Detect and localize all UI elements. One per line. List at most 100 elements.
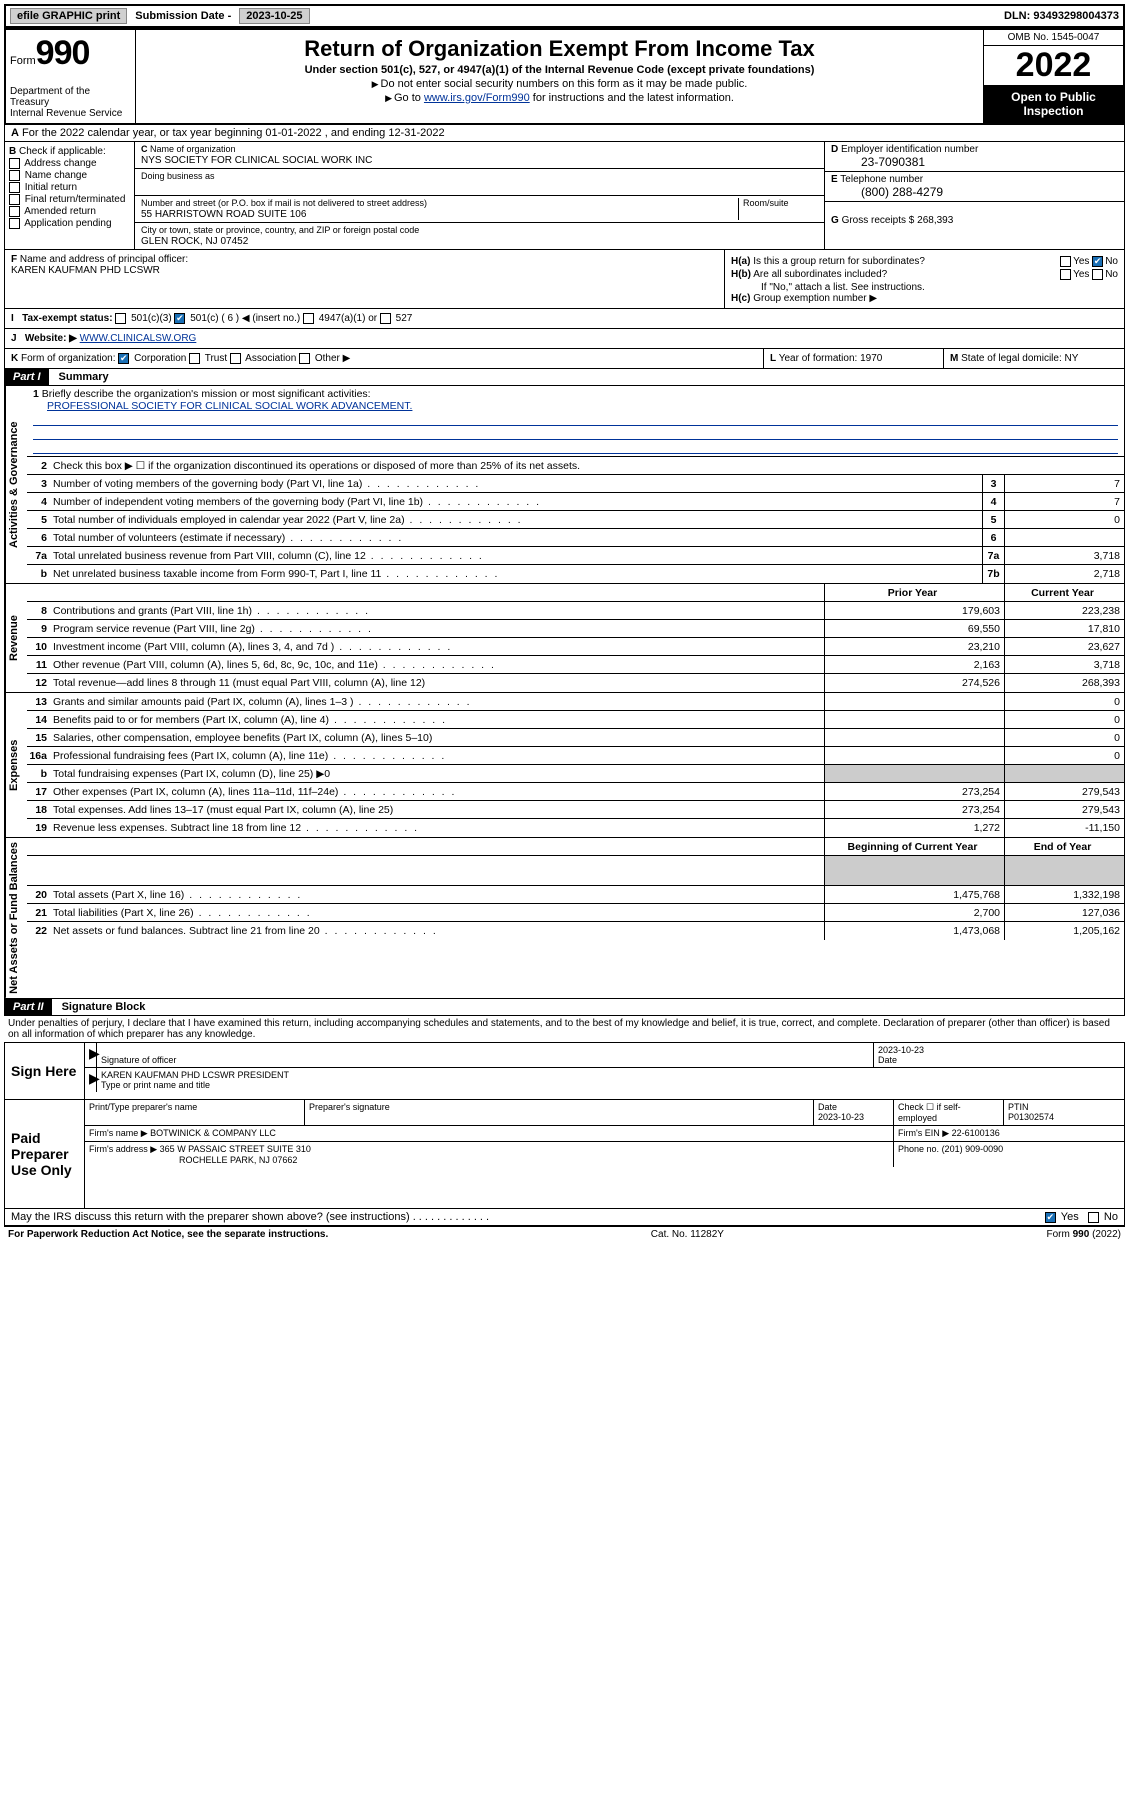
l11-curr: 3,718 <box>1004 656 1124 673</box>
org-city: GLEN ROCK, NJ 07452 <box>141 236 248 247</box>
org-street: 55 HARRISTOWN ROAD SUITE 106 <box>141 209 306 220</box>
vtab-governance: Activities & Governance <box>5 386 27 583</box>
org-name: NYS SOCIETY FOR CLINICAL SOCIAL WORK INC <box>141 155 372 166</box>
tax-year: 2022 <box>984 46 1123 86</box>
section-bc: B Check if applicable: Address change Na… <box>4 142 1125 250</box>
l13-prior <box>824 693 1004 710</box>
subdate-button[interactable]: 2023-10-25 <box>239 8 309 24</box>
part1-header: Part I Summary <box>4 369 1125 386</box>
chk-name[interactable]: Name change <box>9 170 130 181</box>
chk-initial[interactable]: Initial return <box>9 182 130 193</box>
irs-link[interactable]: www.irs.gov/Form990 <box>424 92 530 104</box>
l20-beg: 1,475,768 <box>824 886 1004 903</box>
section-fh: F Name and address of principal officer:… <box>4 250 1125 309</box>
chk-final[interactable]: Final return/terminated <box>9 194 130 205</box>
l13-curr: 0 <box>1004 693 1124 710</box>
firm-ein: 22-6100136 <box>952 1128 1000 1138</box>
open-inspection: Open to Public Inspection <box>984 86 1123 123</box>
prep-date: 2023-10-23 <box>818 1112 864 1122</box>
note-link: Go to www.irs.gov/Form990 for instructio… <box>146 92 973 104</box>
l19-prior: 1,272 <box>824 819 1004 837</box>
dept-label: Department of the Treasury Internal Reve… <box>10 86 131 119</box>
l16a-curr: 0 <box>1004 747 1124 764</box>
l17-curr: 279,543 <box>1004 783 1124 800</box>
form-no: Form 990 (2022) <box>1047 1229 1121 1240</box>
discuss-row: May the IRS discuss this return with the… <box>4 1209 1125 1226</box>
l12-prior: 274,526 <box>824 674 1004 692</box>
firm-name: BOTWINICK & COMPANY LLC <box>150 1128 276 1138</box>
l3-val: 7 <box>1004 475 1124 492</box>
l14-curr: 0 <box>1004 711 1124 728</box>
l8-prior: 179,603 <box>824 602 1004 619</box>
l15-prior <box>824 729 1004 746</box>
firm-addr2: ROCHELLE PARK, NJ 07662 <box>89 1155 297 1165</box>
l15-curr: 0 <box>1004 729 1124 746</box>
l9-curr: 17,810 <box>1004 620 1124 637</box>
top-bar: efile GRAPHIC print Submission Date - 20… <box>4 4 1125 28</box>
officer-name: KAREN KAUFMAN PHD LCSWR <box>11 265 160 276</box>
l21-end: 127,036 <box>1004 904 1124 921</box>
gross-receipts: 268,393 <box>917 215 953 226</box>
vtab-netassets: Net Assets or Fund Balances <box>5 838 27 998</box>
l16a-prior <box>824 747 1004 764</box>
cat-no: Cat. No. 11282Y <box>651 1229 724 1240</box>
expenses-section: Expenses 13Grants and similar amounts pa… <box>4 693 1125 838</box>
part2-header: Part II Signature Block <box>4 999 1125 1016</box>
netassets-section: Net Assets or Fund Balances Beginning of… <box>4 838 1125 999</box>
ha-no[interactable] <box>1092 256 1103 267</box>
phone: (800) 288-4279 <box>831 185 1118 199</box>
l19-curr: -11,150 <box>1004 819 1124 837</box>
chk-corp[interactable] <box>118 353 129 364</box>
vtab-expenses: Expenses <box>5 693 27 837</box>
subdate-label: Submission Date - <box>135 10 231 22</box>
l7b-val: 2,718 <box>1004 565 1124 583</box>
l9-prior: 69,550 <box>824 620 1004 637</box>
l7a-val: 3,718 <box>1004 547 1124 564</box>
vtab-revenue: Revenue <box>5 584 27 692</box>
firm-addr1: 365 W PASSAIC STREET SUITE 310 <box>160 1144 311 1154</box>
l11-prior: 2,163 <box>824 656 1004 673</box>
discuss-yes[interactable] <box>1045 1212 1056 1223</box>
efile-button[interactable]: efile GRAPHIC print <box>10 8 127 24</box>
chk-501c[interactable] <box>174 313 185 324</box>
form-number: Form990 <box>10 34 131 73</box>
l20-end: 1,332,198 <box>1004 886 1124 903</box>
l10-curr: 23,627 <box>1004 638 1124 655</box>
chk-address[interactable]: Address change <box>9 158 130 169</box>
l17-prior: 273,254 <box>824 783 1004 800</box>
row-i: I Tax-exempt status: 501(c)(3) 501(c) ( … <box>4 309 1125 329</box>
l22-beg: 1,473,068 <box>824 922 1004 940</box>
form-header: Form990 Department of the Treasury Inter… <box>4 28 1125 125</box>
sign-date: 2023-10-23 <box>878 1045 924 1055</box>
ein: 23-7090381 <box>831 155 1118 169</box>
chk-pending[interactable]: Application pending <box>9 218 130 229</box>
l12-curr: 268,393 <box>1004 674 1124 692</box>
form-title: Return of Organization Exempt From Incom… <box>146 36 973 62</box>
l14-prior <box>824 711 1004 728</box>
perjury-declaration: Under penalties of perjury, I declare th… <box>4 1016 1125 1042</box>
ptin: P01302574 <box>1008 1112 1054 1122</box>
l22-end: 1,205,162 <box>1004 922 1124 940</box>
state-domicile: NY <box>1065 353 1079 364</box>
chk-amended[interactable]: Amended return <box>9 206 130 217</box>
revenue-section: Revenue Prior YearCurrent Year 8Contribu… <box>4 584 1125 693</box>
officer-sig-name: KAREN KAUFMAN PHD LCSWR PRESIDENT <box>101 1070 289 1080</box>
l4-val: 7 <box>1004 493 1124 510</box>
form-subtitle: Under section 501(c), 527, or 4947(a)(1)… <box>146 64 973 76</box>
sign-here: Sign Here ▶ Signature of officer 2023-10… <box>4 1042 1125 1100</box>
note-ssn: Do not enter social security numbers on … <box>146 78 973 90</box>
firm-phone: (201) 909-0090 <box>942 1144 1004 1154</box>
omb-number: OMB No. 1545-0047 <box>984 30 1123 46</box>
row-a: A For the 2022 calendar year, or tax yea… <box>4 125 1125 142</box>
row-k: K Form of organization: Corporation Trus… <box>4 349 1125 369</box>
year-formation: 1970 <box>860 353 882 364</box>
website-link[interactable]: WWW.CLINICALSW.ORG <box>80 333 197 344</box>
l18-prior: 273,254 <box>824 801 1004 818</box>
l18-curr: 279,543 <box>1004 801 1124 818</box>
l21-beg: 2,700 <box>824 904 1004 921</box>
l5-val: 0 <box>1004 511 1124 528</box>
footer: For Paperwork Reduction Act Notice, see … <box>4 1226 1125 1242</box>
l8-curr: 223,238 <box>1004 602 1124 619</box>
l6-val <box>1004 529 1124 546</box>
dln-text: DLN: 93493298004373 <box>1004 10 1119 22</box>
